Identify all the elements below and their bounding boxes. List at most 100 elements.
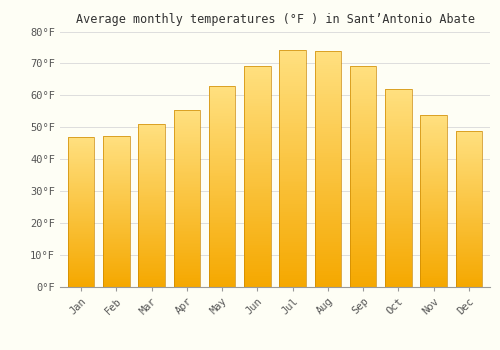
Bar (244, 258, 270, 259)
Bar (244, 165, 270, 167)
Bar (209, 111, 236, 113)
Bar (350, 243, 376, 245)
Bar (174, 190, 200, 191)
Bar (456, 252, 482, 253)
Bar (456, 145, 482, 146)
Bar (138, 126, 165, 127)
Bar (350, 99, 376, 101)
Bar (420, 250, 447, 251)
Bar (244, 191, 270, 193)
Bar (174, 262, 200, 264)
Bar (209, 118, 236, 119)
Bar (103, 142, 130, 144)
Bar (244, 163, 270, 165)
Bar (103, 274, 130, 276)
Bar (68, 230, 94, 231)
Bar (280, 131, 306, 133)
Bar (314, 228, 341, 230)
Bar (138, 278, 165, 279)
Bar (174, 144, 200, 146)
Bar (174, 284, 200, 286)
Bar (68, 142, 94, 143)
Bar (420, 224, 447, 225)
Bar (68, 181, 94, 182)
Bar (385, 277, 411, 279)
Bar (138, 248, 165, 249)
Bar (174, 193, 200, 194)
Bar (385, 266, 411, 267)
Bar (420, 206, 447, 208)
Bar (138, 200, 165, 202)
Bar (456, 198, 482, 200)
Bar (103, 161, 130, 162)
Bar (209, 206, 236, 208)
Bar (280, 58, 306, 60)
Bar (209, 215, 236, 217)
Bar (280, 226, 306, 228)
Bar (103, 141, 130, 142)
Bar (350, 241, 376, 243)
Bar (420, 201, 447, 202)
Bar (103, 224, 130, 225)
Bar (420, 254, 447, 256)
Bar (103, 236, 130, 237)
Bar (350, 147, 376, 149)
Bar (174, 120, 200, 122)
Bar (68, 233, 94, 235)
Bar (68, 158, 94, 159)
Bar (420, 139, 447, 140)
Bar (244, 127, 270, 128)
Bar (244, 68, 270, 69)
Bar (174, 218, 200, 219)
Bar (138, 147, 165, 148)
Bar (103, 248, 130, 249)
Bar (244, 281, 270, 283)
Bar (138, 178, 165, 180)
Bar (209, 138, 236, 139)
Bar (456, 133, 482, 134)
Bar (209, 252, 236, 253)
Bar (68, 280, 94, 281)
Bar (244, 80, 270, 82)
Bar (103, 193, 130, 194)
Bar (103, 270, 130, 271)
Bar (138, 268, 165, 270)
Bar (350, 128, 376, 130)
Bar (209, 284, 236, 285)
Bar (280, 90, 306, 92)
Bar (68, 172, 94, 173)
Bar (280, 145, 306, 147)
Bar (350, 114, 376, 116)
Bar (209, 114, 236, 116)
Bar (385, 150, 411, 152)
Bar (244, 187, 270, 189)
Bar (103, 195, 130, 196)
Bar (103, 206, 130, 208)
Bar (103, 233, 130, 234)
Bar (420, 211, 447, 212)
Bar (244, 82, 270, 84)
Bar (103, 230, 130, 232)
Bar (68, 187, 94, 188)
Bar (385, 114, 411, 116)
Bar (138, 185, 165, 187)
Bar (68, 272, 94, 273)
Bar (244, 215, 270, 217)
Bar (280, 252, 306, 253)
Bar (456, 273, 482, 274)
Bar (456, 144, 482, 145)
Bar (244, 150, 270, 152)
Bar (280, 104, 306, 106)
Bar (314, 193, 341, 195)
Bar (314, 57, 341, 59)
Bar (138, 124, 165, 126)
Bar (103, 205, 130, 206)
Bar (456, 140, 482, 141)
Bar (314, 67, 341, 69)
Bar (244, 79, 270, 80)
Bar (280, 52, 306, 54)
Bar (456, 187, 482, 188)
Bar (209, 161, 236, 163)
Bar (350, 175, 376, 176)
Bar (456, 180, 482, 181)
